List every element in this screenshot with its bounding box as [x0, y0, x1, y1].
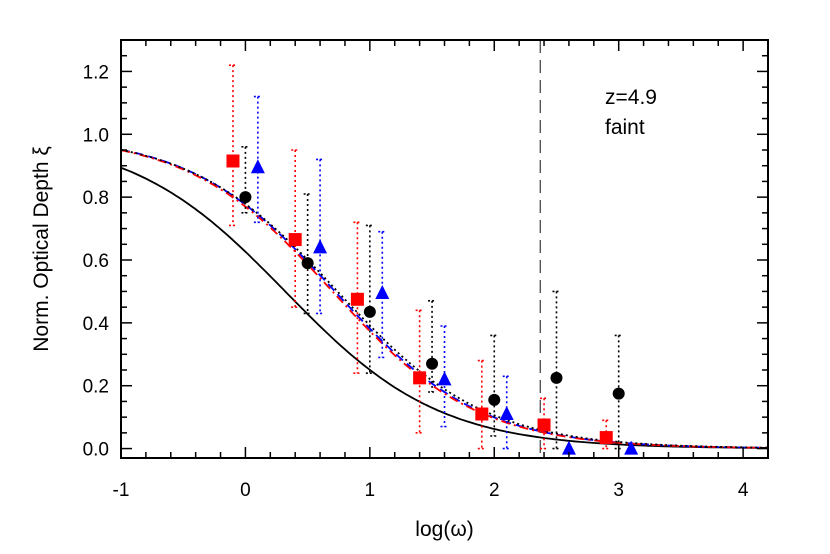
data-point-circle — [426, 357, 439, 370]
redshift-annotation: z=4.9 — [605, 86, 657, 109]
data-point-triangle — [561, 440, 576, 455]
data-point-square — [475, 407, 489, 421]
x-tick-label: 2 — [489, 480, 500, 501]
y-axis-label: Norm. Optical Depth ξ — [30, 146, 53, 351]
data-point-square — [288, 233, 302, 247]
y-tick-label: 0.0 — [83, 440, 109, 461]
x-tick-label: -1 — [113, 480, 130, 501]
x-axis-label: log(ω) — [415, 518, 473, 541]
data-point-square — [350, 292, 364, 306]
y-tick-label: 1.0 — [83, 125, 109, 146]
data-points — [226, 64, 639, 455]
y-tick-label: 0.4 — [83, 314, 110, 335]
y-tick-label: 0.6 — [83, 251, 109, 272]
model-curve-3 — [120, 149, 769, 449]
data-point-circle — [612, 387, 625, 400]
data-point-square — [537, 418, 551, 432]
x-axis-ticks: -1 0 1 2 3 4 — [113, 40, 769, 501]
data-point-triangle — [624, 440, 639, 455]
plot-frame — [120, 39, 769, 459]
data-point-circle — [301, 257, 314, 270]
model-curves — [120, 148, 769, 449]
y-tick-label: 0.2 — [83, 377, 109, 398]
data-point-square — [413, 371, 427, 385]
data-point-circle — [488, 393, 501, 406]
data-point-circle — [239, 191, 252, 204]
x-tick-label: 0 — [240, 480, 251, 501]
data-point-circle — [550, 371, 563, 384]
x-tick-label: 3 — [613, 480, 624, 501]
data-point-triangle — [499, 406, 514, 420]
data-point-circle — [363, 305, 376, 318]
y-tick-label: 1.2 — [83, 62, 109, 83]
data-point-triangle — [313, 239, 328, 254]
data-point-triangle — [250, 159, 265, 174]
data-point-triangle — [375, 285, 390, 299]
data-point-square — [599, 431, 613, 445]
model-curve-0 — [120, 166, 769, 449]
model-curve-1 — [120, 148, 768, 449]
y-tick-label: 0.8 — [83, 188, 109, 209]
y-axis-ticks: 0.0 0.2 0.4 0.6 0.8 1.0 1.2 — [83, 39, 768, 461]
data-point-square — [226, 154, 240, 168]
model-curve-2 — [120, 149, 768, 449]
sample-annotation: faint — [605, 116, 645, 139]
x-tick-label: 1 — [365, 480, 376, 501]
data-point-triangle — [437, 371, 452, 386]
x-tick-label: 4 — [738, 480, 749, 501]
